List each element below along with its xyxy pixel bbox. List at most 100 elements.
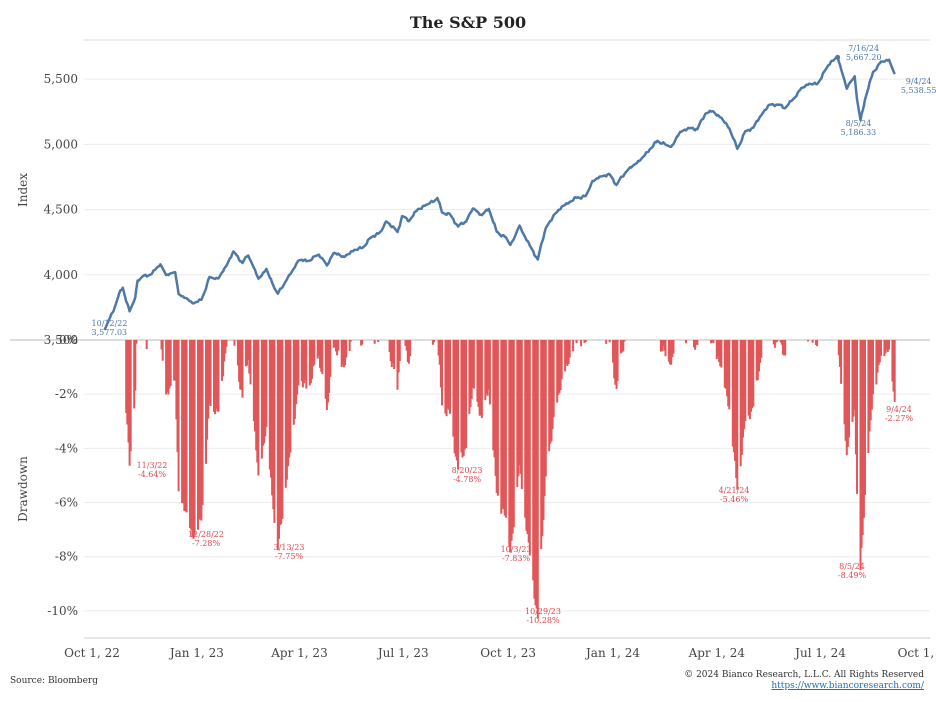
drawdown-bar [404, 340, 407, 346]
drawdown-bar [273, 340, 276, 523]
drawdown-bar [127, 340, 130, 443]
drawdown-bar [472, 340, 475, 389]
drawdown-bar [551, 340, 554, 429]
drawdown-bar [840, 340, 843, 384]
drawdown-bar [249, 340, 252, 385]
drawdown-bar [848, 340, 850, 438]
drawdown-bar [560, 340, 563, 380]
drawdown-bar [265, 340, 268, 427]
drawdown-annotations: 11/3/22-4.64% 12/28/22-7.28% 3/13/23-7.75%… [137, 405, 914, 625]
drawdown-bar [465, 340, 467, 448]
index-line [103, 55, 896, 331]
drawdown-bar [255, 340, 258, 451]
x-tick-label: Oct 1, 24 [898, 646, 936, 660]
annotation-low-date: 8/5/24 [846, 119, 872, 128]
drawdown-bar [301, 340, 304, 388]
drawdown-bar [161, 340, 164, 361]
drawdown-bar [493, 340, 496, 458]
drawdown-bar [284, 340, 287, 488]
drawdown-annotation-date: 11/3/22 [137, 461, 168, 470]
drawdown-bar [534, 340, 537, 606]
drawdown-bar [664, 340, 667, 357]
drawdown-bar [340, 340, 343, 367]
drawdown-bar [501, 340, 504, 509]
drawdown-bar [488, 340, 491, 405]
drawdown-bar [740, 340, 743, 455]
drawdown-bar [843, 340, 846, 425]
drawdown-bar [344, 340, 347, 366]
drawdown-bar [718, 340, 721, 362]
drawdown-bar [167, 340, 170, 395]
drawdown-bar [495, 340, 498, 493]
index-axis-title: Index [16, 173, 30, 207]
drawdown-bar [276, 340, 279, 550]
drawdown-bar [500, 340, 503, 514]
drawdown-bar [173, 340, 176, 381]
drawdown-bar [176, 340, 179, 453]
drawdown-bar [244, 340, 247, 367]
drawdown-bar [281, 340, 284, 519]
drawdown-bar [784, 340, 787, 356]
drawdown-bar [460, 340, 463, 453]
drawdown-bar [868, 340, 871, 432]
drawdown-bar [205, 340, 207, 464]
drawdown-bar [869, 340, 872, 421]
annotation-low-value: 5,186.33 [841, 128, 877, 137]
drawdown-bar [751, 340, 754, 409]
drawdown-bar [736, 340, 739, 490]
drawdown-bar [406, 340, 409, 362]
drawdown-bar [492, 340, 495, 451]
drawdown-bar [469, 340, 472, 408]
drawdown-annotation-value: -7.83% [502, 554, 531, 563]
drawdown-bar [854, 340, 857, 455]
drawdown-bar [271, 340, 274, 496]
drawdown-bar [134, 340, 137, 391]
drawdown-bar [236, 340, 239, 366]
drawdown-bar [564, 340, 567, 372]
drawdown-bar [336, 340, 339, 356]
drawdown-bar [398, 340, 401, 361]
drawdown-bar [536, 340, 539, 619]
drawdown-bar [449, 340, 451, 414]
x-tick-label: Apr 1, 23 [270, 646, 327, 660]
drawdown-bar [862, 340, 865, 518]
drawdown-annotation-value: -7.28% [192, 539, 221, 548]
drawdown-bar [891, 340, 894, 382]
annotation-peak-date: 7/16/24 [848, 44, 879, 53]
website-link[interactable]: https://www.biancoresearch.com/ [771, 681, 924, 691]
drawdown-bar [223, 340, 226, 362]
date-x-axis: Oct 1, 22 Jan 1, 23 Apr 1, 23 Jul 1, 23 Oct … [64, 646, 936, 660]
drawdown-bar [486, 340, 489, 396]
drawdown-bar [135, 340, 138, 344]
drawdown-bar [329, 340, 332, 377]
drawdown-bar [477, 340, 480, 407]
annotation-latest-date: 9/4/24 [906, 77, 932, 86]
drawdown-bar [550, 340, 553, 442]
drawdown-bar [732, 340, 735, 453]
drawdown-bar [864, 340, 866, 495]
drawdown-bar [309, 340, 312, 384]
drawdown-bar [217, 340, 220, 412]
drawdown-bar [233, 340, 236, 346]
drawdown-bar [468, 340, 471, 414]
drawdown-bar [327, 340, 329, 403]
x-tick-label: Oct 1, 22 [64, 646, 120, 660]
drawdown-bar [453, 340, 456, 454]
drawdown-bar [612, 340, 614, 363]
drawdown-bar [287, 340, 290, 467]
drawdown-bar [439, 340, 442, 388]
drawdown-bar [719, 340, 722, 367]
drawdown-bar [780, 340, 783, 345]
x-tick-label: Jul 1, 23 [376, 646, 429, 660]
drawdown-bar [620, 340, 622, 354]
drawdown-bar [145, 340, 148, 350]
drawdown-bar [884, 340, 887, 354]
drawdown-bar [396, 340, 399, 390]
drawdown-bar [165, 340, 168, 395]
drawdown-bar [485, 340, 488, 394]
drawdown-bar [197, 340, 199, 530]
drawdown-bar [772, 340, 775, 345]
drawdown-bar [535, 340, 538, 609]
drawdown-bar [296, 340, 299, 395]
annotation-latest-value: 5,538.55 [901, 86, 936, 95]
